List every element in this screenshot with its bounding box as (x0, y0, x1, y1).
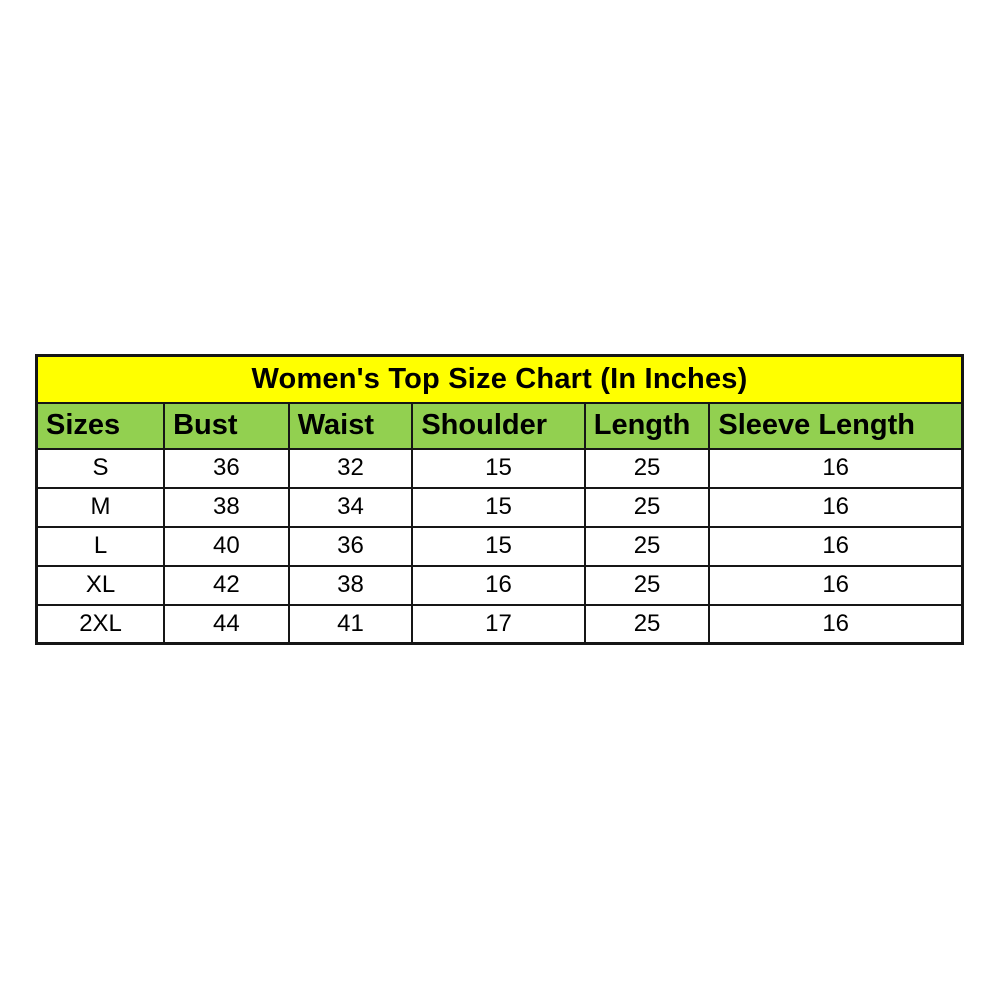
table-row-xl: XL 42 38 16 25 16 (35, 564, 964, 606)
column-header-bust: Bust (163, 401, 290, 450)
column-header-sleeve-length: Sleeve Length (708, 401, 964, 450)
shoulder-cell: 17 (411, 603, 586, 645)
shoulder-cell: 16 (411, 564, 586, 606)
sleeve-length-cell: 16 (708, 564, 964, 606)
waist-cell: 38 (287, 564, 414, 606)
sleeve-length-cell: 16 (708, 486, 964, 528)
table-row-l: L 40 36 15 25 16 (35, 525, 964, 567)
size-cell: S (35, 447, 166, 489)
column-header-shoulder: Shoulder (411, 401, 586, 450)
sleeve-length-cell: 16 (708, 603, 964, 645)
column-header-row: Sizes Bust Waist Shoulder Length Sleeve … (35, 401, 964, 450)
bust-cell: 38 (163, 486, 290, 528)
column-header-sizes: Sizes (35, 401, 166, 450)
bust-cell: 40 (163, 525, 290, 567)
length-cell: 25 (583, 447, 711, 489)
size-cell: XL (35, 564, 166, 606)
bust-cell: 42 (163, 564, 290, 606)
length-cell: 25 (583, 564, 711, 606)
size-cell: M (35, 486, 166, 528)
waist-cell: 32 (287, 447, 414, 489)
sleeve-length-cell: 16 (708, 447, 964, 489)
table-row-s: S 36 32 15 25 16 (35, 447, 964, 489)
size-chart-table: Women's Top Size Chart (In Inches) Sizes… (35, 354, 964, 645)
length-cell: 25 (583, 603, 711, 645)
bust-cell: 36 (163, 447, 290, 489)
length-cell: 25 (583, 486, 711, 528)
shoulder-cell: 15 (411, 525, 586, 567)
shoulder-cell: 15 (411, 486, 586, 528)
bust-cell: 44 (163, 603, 290, 645)
size-cell: 2XL (35, 603, 166, 645)
column-header-length: Length (583, 401, 711, 450)
table-row-m: M 38 34 15 25 16 (35, 486, 964, 528)
size-chart-container: Women's Top Size Chart (In Inches) Sizes… (35, 354, 964, 645)
length-cell: 25 (583, 525, 711, 567)
sleeve-length-cell: 16 (708, 525, 964, 567)
waist-cell: 34 (287, 486, 414, 528)
shoulder-cell: 15 (411, 447, 586, 489)
size-cell: L (35, 525, 166, 567)
table-row-2xl: 2XL 44 41 17 25 16 (35, 603, 964, 645)
waist-cell: 41 (287, 603, 414, 645)
chart-title-row: Women's Top Size Chart (In Inches) (35, 354, 964, 404)
column-header-waist: Waist (287, 401, 414, 450)
chart-title: Women's Top Size Chart (In Inches) (35, 354, 964, 404)
waist-cell: 36 (287, 525, 414, 567)
